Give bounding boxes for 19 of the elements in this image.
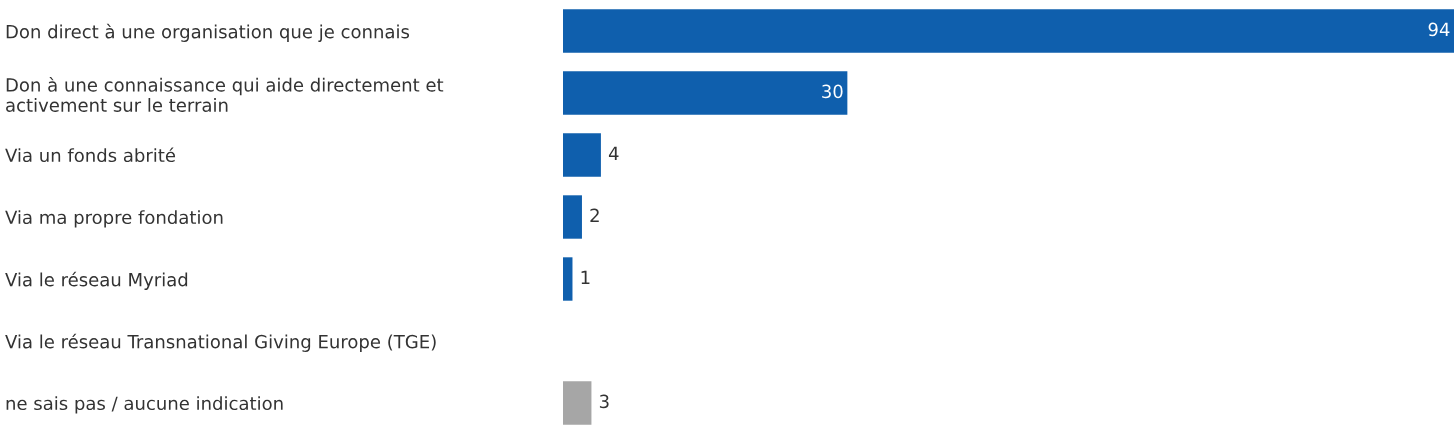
y-tick-label: Via le réseau Transnational Giving Europe (TGE) [5, 333, 436, 352]
data-label: 4 [608, 146, 619, 160]
data-label: 94 [1428, 22, 1450, 37]
data-label: 30 [822, 84, 843, 99]
data-label: 2 [590, 208, 599, 222]
y-tick-label: Via ma propre fondation [5, 210, 223, 228]
data-label: 1 [581, 270, 590, 284]
y-tick-label: Don direct à une organisation que je connais [6, 23, 410, 42]
data-label: 3 [599, 394, 609, 409]
bar [563, 9, 1454, 53]
bar [563, 195, 582, 239]
bar [563, 381, 592, 425]
y-tick-label: Don à une connaissance qui aide directement et activement sur le terrain [6, 77, 444, 112]
bar [563, 133, 601, 177]
y-tick-label: Via un fonds abrité [5, 147, 176, 163]
y-tick-label: ne sais pas / aucune indication [6, 396, 283, 414]
bar [563, 257, 573, 301]
y-tick-label: Via le réseau Myriad [5, 271, 188, 290]
bar [563, 71, 848, 115]
